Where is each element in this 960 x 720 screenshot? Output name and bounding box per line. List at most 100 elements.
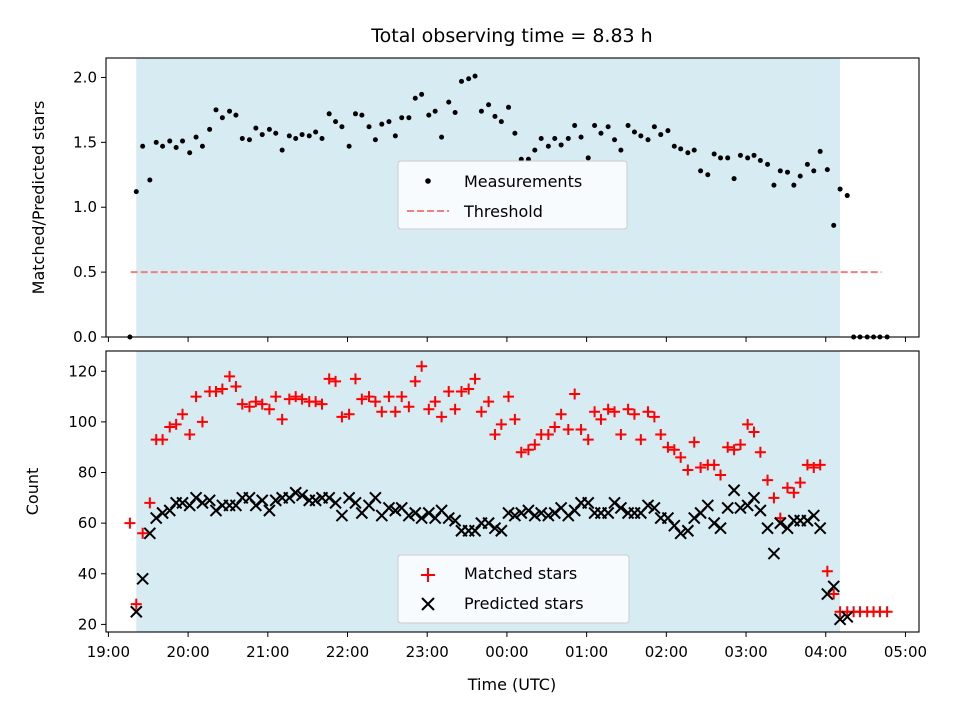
measurement-point <box>299 132 305 138</box>
measurement-point <box>811 168 817 174</box>
measurement-point <box>133 189 139 195</box>
matched-star-point <box>363 391 375 403</box>
matched-star-point <box>356 393 368 405</box>
measurement-point <box>219 115 225 121</box>
matched-star-point <box>276 413 288 425</box>
matched-star-point <box>708 459 720 471</box>
matched-star-point <box>383 391 395 403</box>
predicted-star-point <box>841 610 854 624</box>
predicted-star-point <box>721 501 734 515</box>
measurement-point <box>366 124 372 130</box>
measurement-point <box>213 107 219 113</box>
predicted-star-point <box>448 514 462 527</box>
measurement-point <box>631 129 637 135</box>
chart-title: Total observing time = 8.83 h <box>370 25 652 47</box>
predicted-star-point <box>681 524 695 537</box>
matched-star-point <box>263 403 275 415</box>
measurement-point <box>532 147 538 153</box>
matched-star-point <box>343 408 355 420</box>
matched-star-point <box>642 406 654 418</box>
measurement-point <box>306 133 312 139</box>
measurement-point <box>605 124 611 130</box>
predicted-star-point <box>369 491 382 505</box>
measurement-point <box>545 143 551 149</box>
measurement-point <box>651 124 657 130</box>
matched-star-point <box>688 436 700 448</box>
predicted-star-point <box>269 494 282 507</box>
predicted-star-point <box>827 580 840 593</box>
matched-star-point <box>635 434 647 446</box>
matched-star-point <box>529 439 541 451</box>
measurement-point <box>392 133 398 139</box>
y-tick-label: 1.5 <box>73 133 97 151</box>
measurement-point <box>705 172 711 178</box>
matched-star-point <box>808 461 820 473</box>
matched-star-point <box>742 418 754 430</box>
matched-star-point <box>323 373 335 385</box>
measurement-point <box>293 135 299 141</box>
predicted-star-point <box>747 491 761 505</box>
matched-star-point <box>542 429 554 441</box>
x-axis-label: Time (UTC) <box>467 675 556 694</box>
matched-star-point <box>762 474 774 486</box>
predicted-star-point <box>389 504 402 517</box>
bottom-legend-box <box>397 554 630 624</box>
predicted-star-point <box>349 496 362 510</box>
x-tick-label: 21:00 <box>246 643 289 661</box>
matched-star-point <box>575 423 587 435</box>
matched-star-point <box>668 444 680 456</box>
measurement-point <box>745 155 751 161</box>
x-tick-label: 20:00 <box>166 643 209 661</box>
matched-star-point <box>157 434 169 446</box>
matched-star-point <box>369 396 381 408</box>
matched-star-point <box>555 408 567 420</box>
x-tick-label: 23:00 <box>406 643 449 661</box>
matched-star-point <box>655 429 667 441</box>
predicted-star-point <box>382 501 396 515</box>
matched-star-point <box>801 459 813 471</box>
matched-star-point <box>475 406 487 418</box>
predicted-star-point <box>263 504 276 517</box>
predicted-star-point <box>203 494 216 507</box>
matched-star-point <box>443 386 455 398</box>
matched-star-point <box>416 360 428 372</box>
matched-star-point <box>349 373 361 385</box>
measurement-point <box>259 132 265 138</box>
y-tick-label: 1.0 <box>73 198 97 216</box>
measurement-point <box>552 135 558 141</box>
matched-star-point <box>582 434 594 446</box>
measurement-point <box>731 176 737 182</box>
predicted-star-point <box>442 511 455 525</box>
predicted-star-point <box>136 572 149 586</box>
matched-star-point <box>436 411 448 423</box>
y-tick-label: 120 <box>68 362 97 380</box>
top-y-ticks: 0.0 0.5 1.0 1.5 2.0 <box>73 68 106 346</box>
measurement-point <box>346 143 352 149</box>
matched-star-point <box>589 406 601 418</box>
measurement-point <box>698 168 704 174</box>
predicted-star-point <box>508 509 522 522</box>
measurement-point <box>625 122 631 128</box>
matched-star-point <box>283 393 295 405</box>
measurement-point <box>784 169 790 175</box>
y-tick-label: 0.0 <box>73 328 97 346</box>
measurement-point <box>386 119 392 125</box>
matched-star-point <box>715 469 727 481</box>
bottom-x-ticks: 19:00 20:00 21:00 22:00 23:00 00:00 01:00 02:00… <box>87 632 927 661</box>
measurement-point <box>406 115 412 121</box>
measurement-point <box>466 76 472 82</box>
measurement-point <box>412 95 418 101</box>
matched-star-point <box>256 398 268 410</box>
measurement-point <box>558 142 564 148</box>
measurement-point <box>751 152 757 158</box>
measurement-point <box>399 115 405 121</box>
matched-star-point <box>522 444 534 456</box>
y-tick-label: 2.0 <box>73 68 97 86</box>
matched-star-point <box>682 464 694 476</box>
matched-star-point <box>515 446 527 458</box>
top-legend-box <box>397 160 628 230</box>
measurement-point <box>771 182 777 188</box>
matched-star-point <box>124 517 136 529</box>
measurement-point <box>804 161 810 167</box>
measurement-point <box>313 129 319 135</box>
